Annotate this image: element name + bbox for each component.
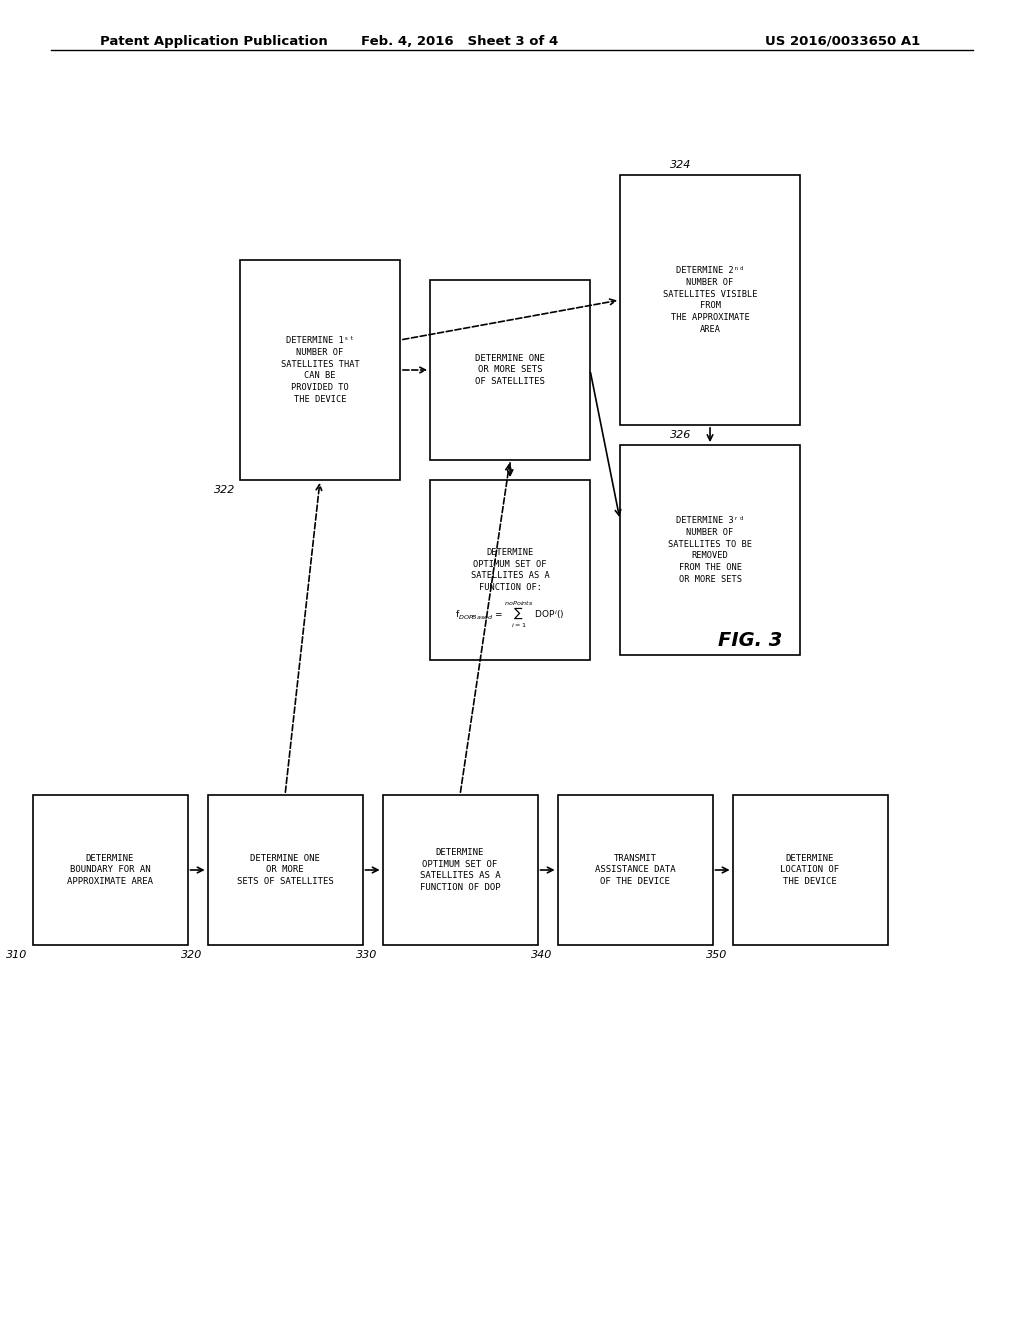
FancyBboxPatch shape (208, 795, 362, 945)
Text: 326: 326 (670, 430, 691, 440)
Text: 320: 320 (181, 950, 203, 960)
Text: DETERMINE
LOCATION OF
THE DEVICE: DETERMINE LOCATION OF THE DEVICE (780, 854, 840, 886)
Text: TRANSMIT
ASSISTANCE DATA
OF THE DEVICE: TRANSMIT ASSISTANCE DATA OF THE DEVICE (595, 854, 676, 886)
FancyBboxPatch shape (430, 480, 590, 660)
FancyBboxPatch shape (240, 260, 400, 480)
FancyBboxPatch shape (732, 795, 888, 945)
Text: 330: 330 (356, 950, 378, 960)
Text: 340: 340 (531, 950, 553, 960)
FancyBboxPatch shape (430, 280, 590, 459)
FancyBboxPatch shape (383, 795, 538, 945)
Text: DETERMINE
OPTIMUM SET OF
SATELLITES AS A
FUNCTION OF:: DETERMINE OPTIMUM SET OF SATELLITES AS A… (471, 548, 550, 593)
Text: DETERMINE 3ʳᵈ
NUMBER OF
SATELLITES TO BE
REMOVED
FROM THE ONE
OR MORE SETS: DETERMINE 3ʳᵈ NUMBER OF SATELLITES TO BE… (668, 516, 752, 583)
Text: DETERMINE
OPTIMUM SET OF
SATELLITES AS A
FUNCTION OF DOP: DETERMINE OPTIMUM SET OF SATELLITES AS A… (420, 847, 501, 892)
Text: FIG. 3: FIG. 3 (718, 631, 782, 649)
Text: DETERMINE 2ⁿᵈ
NUMBER OF
SATELLITES VISIBLE
FROM
THE APPROXIMATE
AREA: DETERMINE 2ⁿᵈ NUMBER OF SATELLITES VISIB… (663, 267, 758, 334)
FancyBboxPatch shape (620, 445, 800, 655)
Text: f$_{DOPBased}$ = $\sum_{i=1}^{noPoints}$ DOP$^i$(): f$_{DOPBased}$ = $\sum_{i=1}^{noPoints}$… (456, 601, 564, 630)
Text: DETERMINE 1ˢᵗ
NUMBER OF
SATELLITES THAT
CAN BE
PROVIDED TO
THE DEVICE: DETERMINE 1ˢᵗ NUMBER OF SATELLITES THAT … (281, 337, 359, 404)
Text: DETERMINE
BOUNDARY FOR AN
APPROXIMATE AREA: DETERMINE BOUNDARY FOR AN APPROXIMATE AR… (67, 854, 153, 886)
FancyBboxPatch shape (620, 176, 800, 425)
Text: 350: 350 (707, 950, 727, 960)
Text: US 2016/0033650 A1: US 2016/0033650 A1 (765, 36, 920, 48)
Text: Patent Application Publication: Patent Application Publication (100, 36, 328, 48)
Text: 310: 310 (6, 950, 28, 960)
Text: DETERMINE ONE
OR MORE SETS
OF SATELLITES: DETERMINE ONE OR MORE SETS OF SATELLITES (475, 354, 545, 387)
FancyBboxPatch shape (557, 795, 713, 945)
Text: 322: 322 (214, 484, 236, 495)
FancyBboxPatch shape (33, 795, 187, 945)
Text: DETERMINE ONE
OR MORE
SETS OF SATELLITES: DETERMINE ONE OR MORE SETS OF SATELLITES (237, 854, 334, 886)
Text: Feb. 4, 2016   Sheet 3 of 4: Feb. 4, 2016 Sheet 3 of 4 (361, 36, 559, 48)
Text: 324: 324 (670, 160, 691, 170)
